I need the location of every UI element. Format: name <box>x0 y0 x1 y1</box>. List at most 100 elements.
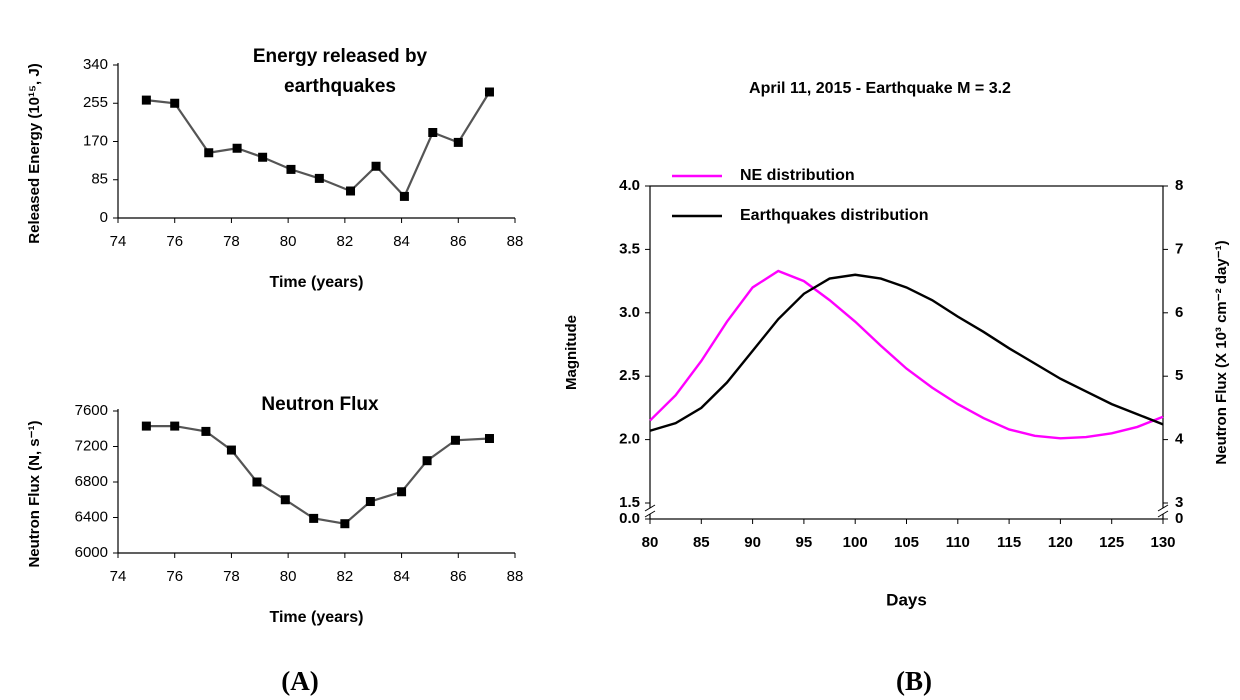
y-axis-label: Neutron Flux (N, s⁻¹) <box>26 420 43 567</box>
x-tick-label: 95 <box>796 534 813 551</box>
y-tick-label: 6800 <box>75 473 108 490</box>
x-tick-label: 76 <box>166 568 183 585</box>
axis-break-gap <box>1159 508 1167 514</box>
y-tick-label: 255 <box>83 94 108 111</box>
x-tick-label: 80 <box>280 233 297 250</box>
marker <box>170 98 180 108</box>
panel-label: (B) <box>896 666 932 696</box>
marker <box>201 426 211 436</box>
y2-tick-label: 3 <box>1175 494 1183 511</box>
marker <box>258 152 268 162</box>
marker <box>232 143 242 153</box>
marker <box>286 164 296 174</box>
x-tick-label: 110 <box>946 534 970 551</box>
x-tick-label: 82 <box>337 568 354 585</box>
axis-break-mark <box>1157 504 1169 512</box>
axis-break-mark <box>644 510 656 518</box>
x-tick-label: 74 <box>110 568 127 585</box>
chart-title: April 11, 2015 - Earthquake M = 3.2 <box>749 80 1011 97</box>
x-tick-label: 78 <box>223 568 240 585</box>
x-tick-label: 88 <box>507 233 524 250</box>
plot-frame <box>649 185 1164 520</box>
marker <box>484 87 494 97</box>
y2-tick-label: 0 <box>1175 510 1183 527</box>
x-tick-label: 78 <box>223 233 240 250</box>
marker <box>309 513 319 523</box>
x-tick-label: 90 <box>744 534 761 551</box>
marker <box>397 487 407 497</box>
marker <box>280 495 290 505</box>
x-tick-label: 76 <box>166 233 183 250</box>
x-tick-label: 86 <box>450 568 467 585</box>
marker <box>204 148 214 158</box>
y-tick-label: 1.5 <box>619 494 640 511</box>
x-tick-label: 86 <box>450 233 467 250</box>
x-tick-label: 74 <box>110 233 127 250</box>
chart-title: Neutron Flux <box>261 394 379 415</box>
y-tick-label: 6000 <box>75 544 108 561</box>
y-tick-label: 3.5 <box>619 240 640 257</box>
x-tick-label: 130 <box>1150 534 1175 551</box>
x-axis-label: Time (years) <box>270 609 364 626</box>
y-tick-label: 6400 <box>75 508 108 525</box>
chart-title-box: April 11, 2015 - Earthquake M = 3.2 <box>749 80 1011 97</box>
y-tick-label: 170 <box>83 132 108 149</box>
y-tick-label: 2.5 <box>619 367 640 384</box>
legend-label: NE distribution <box>740 167 855 184</box>
y-tick-label: 3.0 <box>619 304 640 321</box>
chart-title-box: Neutron Flux <box>261 394 379 415</box>
y-tick-label: 4.0 <box>619 177 640 194</box>
y-tick-label: 85 <box>91 171 108 188</box>
marker <box>371 161 381 171</box>
x-tick-label: 100 <box>843 534 868 551</box>
marker <box>346 186 356 196</box>
marker <box>141 421 151 431</box>
marker <box>428 128 438 137</box>
data-line <box>649 269 1164 440</box>
marker <box>252 477 262 487</box>
y-tick-label: 2.0 <box>619 431 640 448</box>
y-tick-label: 0.0 <box>619 510 640 527</box>
x-tick-label: 125 <box>1099 534 1124 551</box>
x-axis-label: Days <box>886 590 927 609</box>
x-tick-label: 120 <box>1048 534 1073 551</box>
panel-label: (A) <box>281 666 318 696</box>
x-tick-label: 80 <box>280 568 297 585</box>
marker <box>422 456 432 466</box>
marker <box>399 191 409 201</box>
y2-axis-label: Neutron Flux (X 10³ cm⁻² day⁻¹) <box>1213 240 1230 464</box>
y2-tick-label: 4 <box>1175 431 1184 448</box>
y-tick-label: 0 <box>100 209 108 226</box>
axis-break-mark <box>644 504 656 512</box>
x-tick-label: 84 <box>393 568 410 585</box>
y-tick-label: 340 <box>83 56 108 73</box>
y2-tick-label: 8 <box>1175 177 1183 194</box>
x-tick-label: 84 <box>393 233 410 250</box>
data-line <box>649 273 1164 432</box>
x-tick-label: 80 <box>642 534 659 551</box>
y-axis-label: Magnitude <box>563 315 580 390</box>
x-tick-label: 85 <box>693 534 710 551</box>
axis-break-mark <box>1157 510 1169 518</box>
y-tick-label: 7200 <box>75 437 108 454</box>
marker <box>141 95 151 105</box>
x-tick-label: 115 <box>997 534 1021 551</box>
y2-tick-label: 7 <box>1175 240 1183 257</box>
chart-title: Energy released by earthquakes <box>252 46 428 97</box>
marker <box>450 435 460 445</box>
marker <box>484 434 494 444</box>
y2-tick-label: 5 <box>1175 367 1183 384</box>
chart-title-box: Energy released by earthquakes <box>252 46 428 97</box>
legend-label: Earthquakes distribution <box>740 207 928 224</box>
x-tick-label: 88 <box>507 568 524 585</box>
x-tick-label: 105 <box>894 534 919 551</box>
marker <box>453 137 463 147</box>
x-axis-label: Time (years) <box>270 274 364 291</box>
marker <box>314 173 324 183</box>
y2-tick-label: 6 <box>1175 304 1183 321</box>
marker <box>340 519 350 529</box>
marker <box>226 445 236 455</box>
axis-break-gap <box>646 508 654 514</box>
y-tick-label: 7600 <box>75 402 108 419</box>
